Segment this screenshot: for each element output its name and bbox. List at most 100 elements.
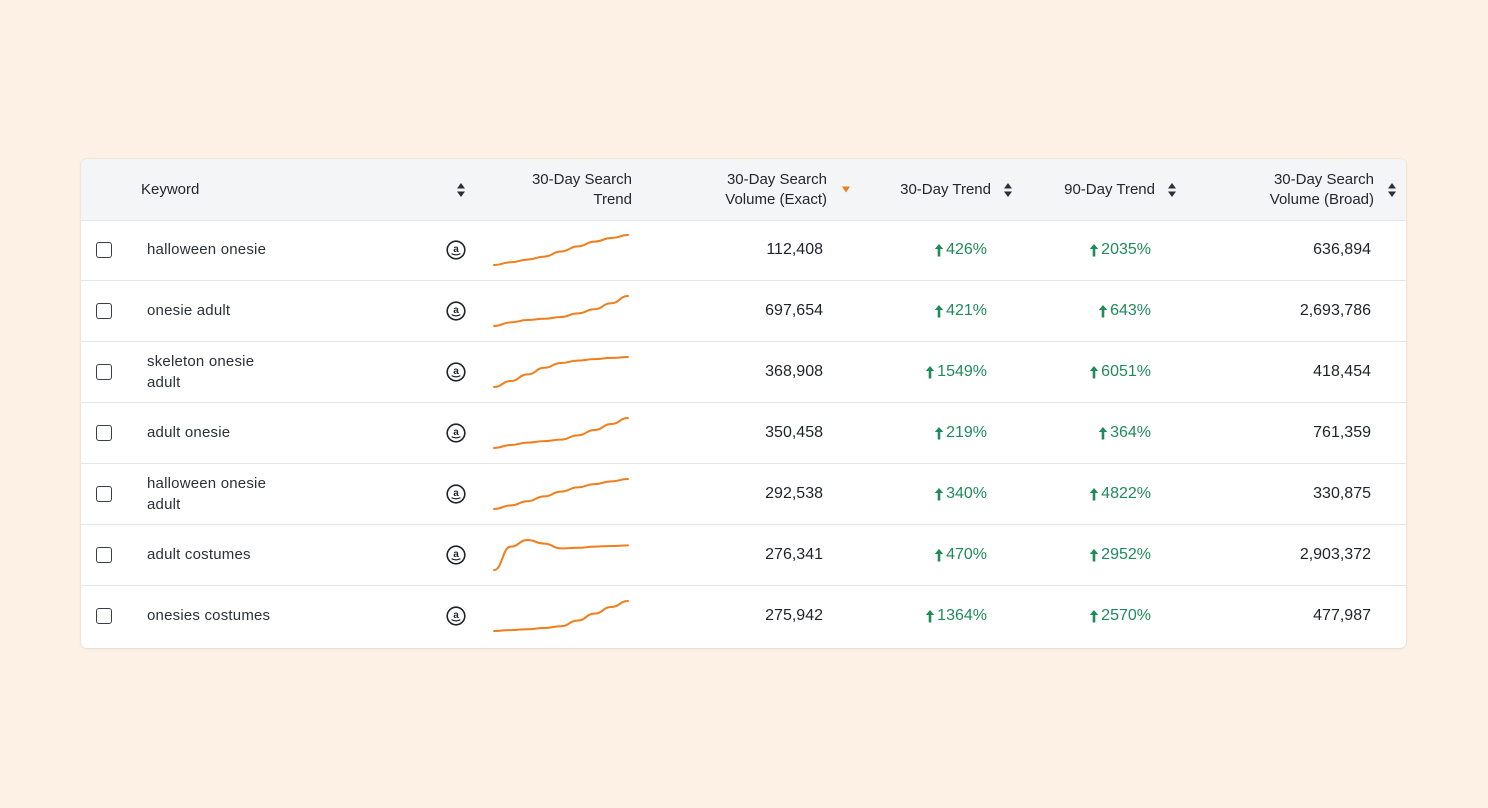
trend90-cell: 2570%	[1041, 606, 1151, 626]
trend30-value: 340%	[946, 485, 987, 502]
trend30-cell: 340%	[881, 484, 987, 504]
volume-exact-cell: 697,654	[765, 302, 823, 319]
sparkline-path	[493, 356, 629, 388]
table-row: onesies costumes a 275,942 1364% 2570% 477,98…	[81, 586, 1406, 646]
row-checkbox[interactable]	[96, 486, 112, 502]
trend30-cell: 470%	[881, 545, 987, 565]
row-checkbox[interactable]	[96, 425, 112, 441]
volume-exact-header-line-2: Volume (Exact)	[725, 190, 827, 208]
trend90-cell: 2035%	[1041, 240, 1151, 260]
keyword-text: onesies costumes	[147, 607, 271, 624]
keyword-cell: adult onesie	[147, 422, 297, 443]
arrow-up-icon	[934, 244, 944, 257]
table-row: adult onesie a 350,458 219% 364% 761,359	[81, 403, 1406, 464]
arrow-up-icon	[934, 488, 944, 501]
sparkline-path	[493, 478, 629, 510]
amazon-icon[interactable]: a	[446, 606, 466, 626]
row-checkbox[interactable]	[96, 303, 112, 319]
keyword-text: adult	[147, 496, 181, 513]
trend-sparkline	[493, 356, 629, 388]
keyword-text: adult costumes	[147, 546, 251, 563]
sort-trend30-button[interactable]	[1003, 159, 1013, 220]
volume-broad-cell: 636,894	[1313, 241, 1371, 258]
trend-sparkline	[493, 600, 629, 632]
arrow-up-icon	[925, 366, 935, 379]
amazon-icon[interactable]: a	[446, 240, 466, 260]
trend30-cell: 421%	[881, 301, 987, 321]
keyword-table: Keyword 30-Day Search Trend 30-Day Searc…	[81, 159, 1406, 648]
amazon-icon[interactable]: a	[446, 423, 466, 443]
keyword-cell: adult costumes	[147, 544, 297, 565]
svg-text:a: a	[453, 549, 459, 560]
sort-volume-broad-button[interactable]	[1387, 159, 1397, 220]
trend30-value: 426%	[946, 241, 987, 258]
arrow-up-icon	[1089, 366, 1099, 379]
svg-text:a: a	[453, 305, 459, 316]
row-checkbox[interactable]	[96, 364, 112, 380]
svg-text:a: a	[453, 427, 459, 438]
trend90-cell: 6051%	[1041, 362, 1151, 382]
keyword-cell: onesies costumes	[147, 605, 297, 626]
volume-broad-header: 30-Day Search Volume (Broad)	[1231, 159, 1374, 220]
trend90-value: 2035%	[1101, 241, 1151, 258]
volume-exact-cell: 276,341	[765, 546, 823, 563]
svg-text:a: a	[453, 488, 459, 499]
trend90-header: 90-Day Trend	[1064, 180, 1155, 198]
row-checkbox[interactable]	[96, 242, 112, 258]
volume-broad-cell: 330,875	[1313, 485, 1371, 502]
volume-exact-cell: 292,538	[765, 485, 823, 502]
arrow-up-icon	[934, 305, 944, 318]
volume-broad-cell: 2,693,786	[1299, 302, 1371, 319]
svg-text:a: a	[453, 366, 459, 377]
table-row: skeleton onesie adult a 368,908 1549% 6051% 41…	[81, 342, 1406, 403]
trend30-value: 421%	[946, 302, 987, 319]
search-trend-header: 30-Day Search Trend	[501, 159, 632, 220]
sparkline-path	[493, 417, 629, 449]
keyword-text: halloween onesie	[147, 241, 267, 258]
volume-exact-cell: 112,408	[766, 241, 823, 258]
sort-keyword-button[interactable]	[456, 159, 466, 220]
trend-sparkline	[493, 478, 629, 510]
keyword-text: adult onesie	[147, 424, 231, 441]
trend30-value: 1549%	[937, 363, 987, 380]
volume-broad-cell: 2,903,372	[1299, 546, 1371, 563]
amazon-icon[interactable]: a	[446, 301, 466, 321]
table-row: halloween onesie adult a 292,538 340% 4822% 33…	[81, 464, 1406, 525]
volume-exact-header-line-1: 30-Day Search	[726, 170, 827, 188]
keyword-cell: onesie adult	[147, 300, 297, 321]
keyword-text: halloween onesie	[147, 475, 267, 492]
amazon-icon[interactable]: a	[446, 362, 466, 382]
arrow-up-icon	[934, 427, 944, 440]
trend30-value: 219%	[946, 424, 987, 441]
keyword-cell: halloween onesie adult	[147, 473, 297, 515]
keyword-header: Keyword	[141, 180, 200, 198]
trend-sparkline	[493, 417, 629, 449]
volume-exact-cell: 350,458	[765, 424, 823, 441]
sort-volume-exact-button[interactable]	[841, 159, 851, 220]
svg-text:a: a	[453, 244, 459, 255]
keyword-cell: skeleton onesie adult	[147, 351, 297, 393]
trend30-cell: 1364%	[881, 606, 987, 626]
trend30-cell: 1549%	[881, 362, 987, 382]
sort-icon	[1004, 182, 1012, 197]
amazon-icon[interactable]: a	[446, 484, 466, 504]
amazon-icon[interactable]: a	[446, 545, 466, 565]
row-checkbox[interactable]	[96, 608, 112, 624]
trend90-cell: 4822%	[1041, 484, 1151, 504]
trend90-value: 2570%	[1101, 607, 1151, 624]
sparkline-path	[493, 295, 629, 327]
keyword-text: onesie adult	[147, 302, 231, 319]
sort-icon	[457, 182, 465, 197]
sparkline-path	[493, 600, 629, 632]
trend30-header: 30-Day Trend	[900, 180, 991, 198]
sort-trend90-button[interactable]	[1167, 159, 1177, 220]
trend90-value: 6051%	[1101, 363, 1151, 380]
volume-exact-cell: 368,908	[765, 363, 823, 380]
row-checkbox[interactable]	[96, 547, 112, 563]
table-row: onesie adult a 697,654 421% 643% 2,693,786	[81, 281, 1406, 342]
arrow-up-icon	[1089, 549, 1099, 562]
trend90-value: 364%	[1110, 424, 1151, 441]
trend30-cell: 219%	[881, 423, 987, 443]
search-trend-header-line-1: 30-Day Search	[531, 170, 632, 188]
trend-sparkline	[493, 538, 629, 571]
